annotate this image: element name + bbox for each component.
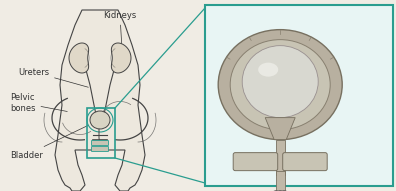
Ellipse shape xyxy=(90,111,110,129)
Ellipse shape xyxy=(258,63,278,77)
Ellipse shape xyxy=(230,40,330,130)
Polygon shape xyxy=(111,43,131,73)
Ellipse shape xyxy=(218,30,342,140)
Ellipse shape xyxy=(242,46,318,118)
Text: Bladder: Bladder xyxy=(10,125,88,159)
Text: Urethra: Urethra xyxy=(289,153,352,162)
Text: Ureters: Ureters xyxy=(18,67,88,87)
Text: Muscular bladder wall: Muscular bladder wall xyxy=(220,15,312,43)
Bar xyxy=(205,5,393,186)
Bar xyxy=(87,108,115,158)
Bar xyxy=(276,171,285,191)
Text: Pelvic
bones: Pelvic bones xyxy=(10,93,67,113)
Bar xyxy=(276,140,285,175)
Text: Kidneys: Kidneys xyxy=(103,11,137,47)
FancyBboxPatch shape xyxy=(283,153,327,171)
FancyBboxPatch shape xyxy=(91,146,109,151)
FancyBboxPatch shape xyxy=(91,141,109,146)
Polygon shape xyxy=(55,10,145,191)
Text: Sphincter
muscles: Sphincter muscles xyxy=(213,155,261,174)
Polygon shape xyxy=(69,43,89,73)
FancyBboxPatch shape xyxy=(233,153,278,171)
Polygon shape xyxy=(265,118,295,140)
Text: Bladder and sphincter muscles: Bladder and sphincter muscles xyxy=(240,173,358,182)
